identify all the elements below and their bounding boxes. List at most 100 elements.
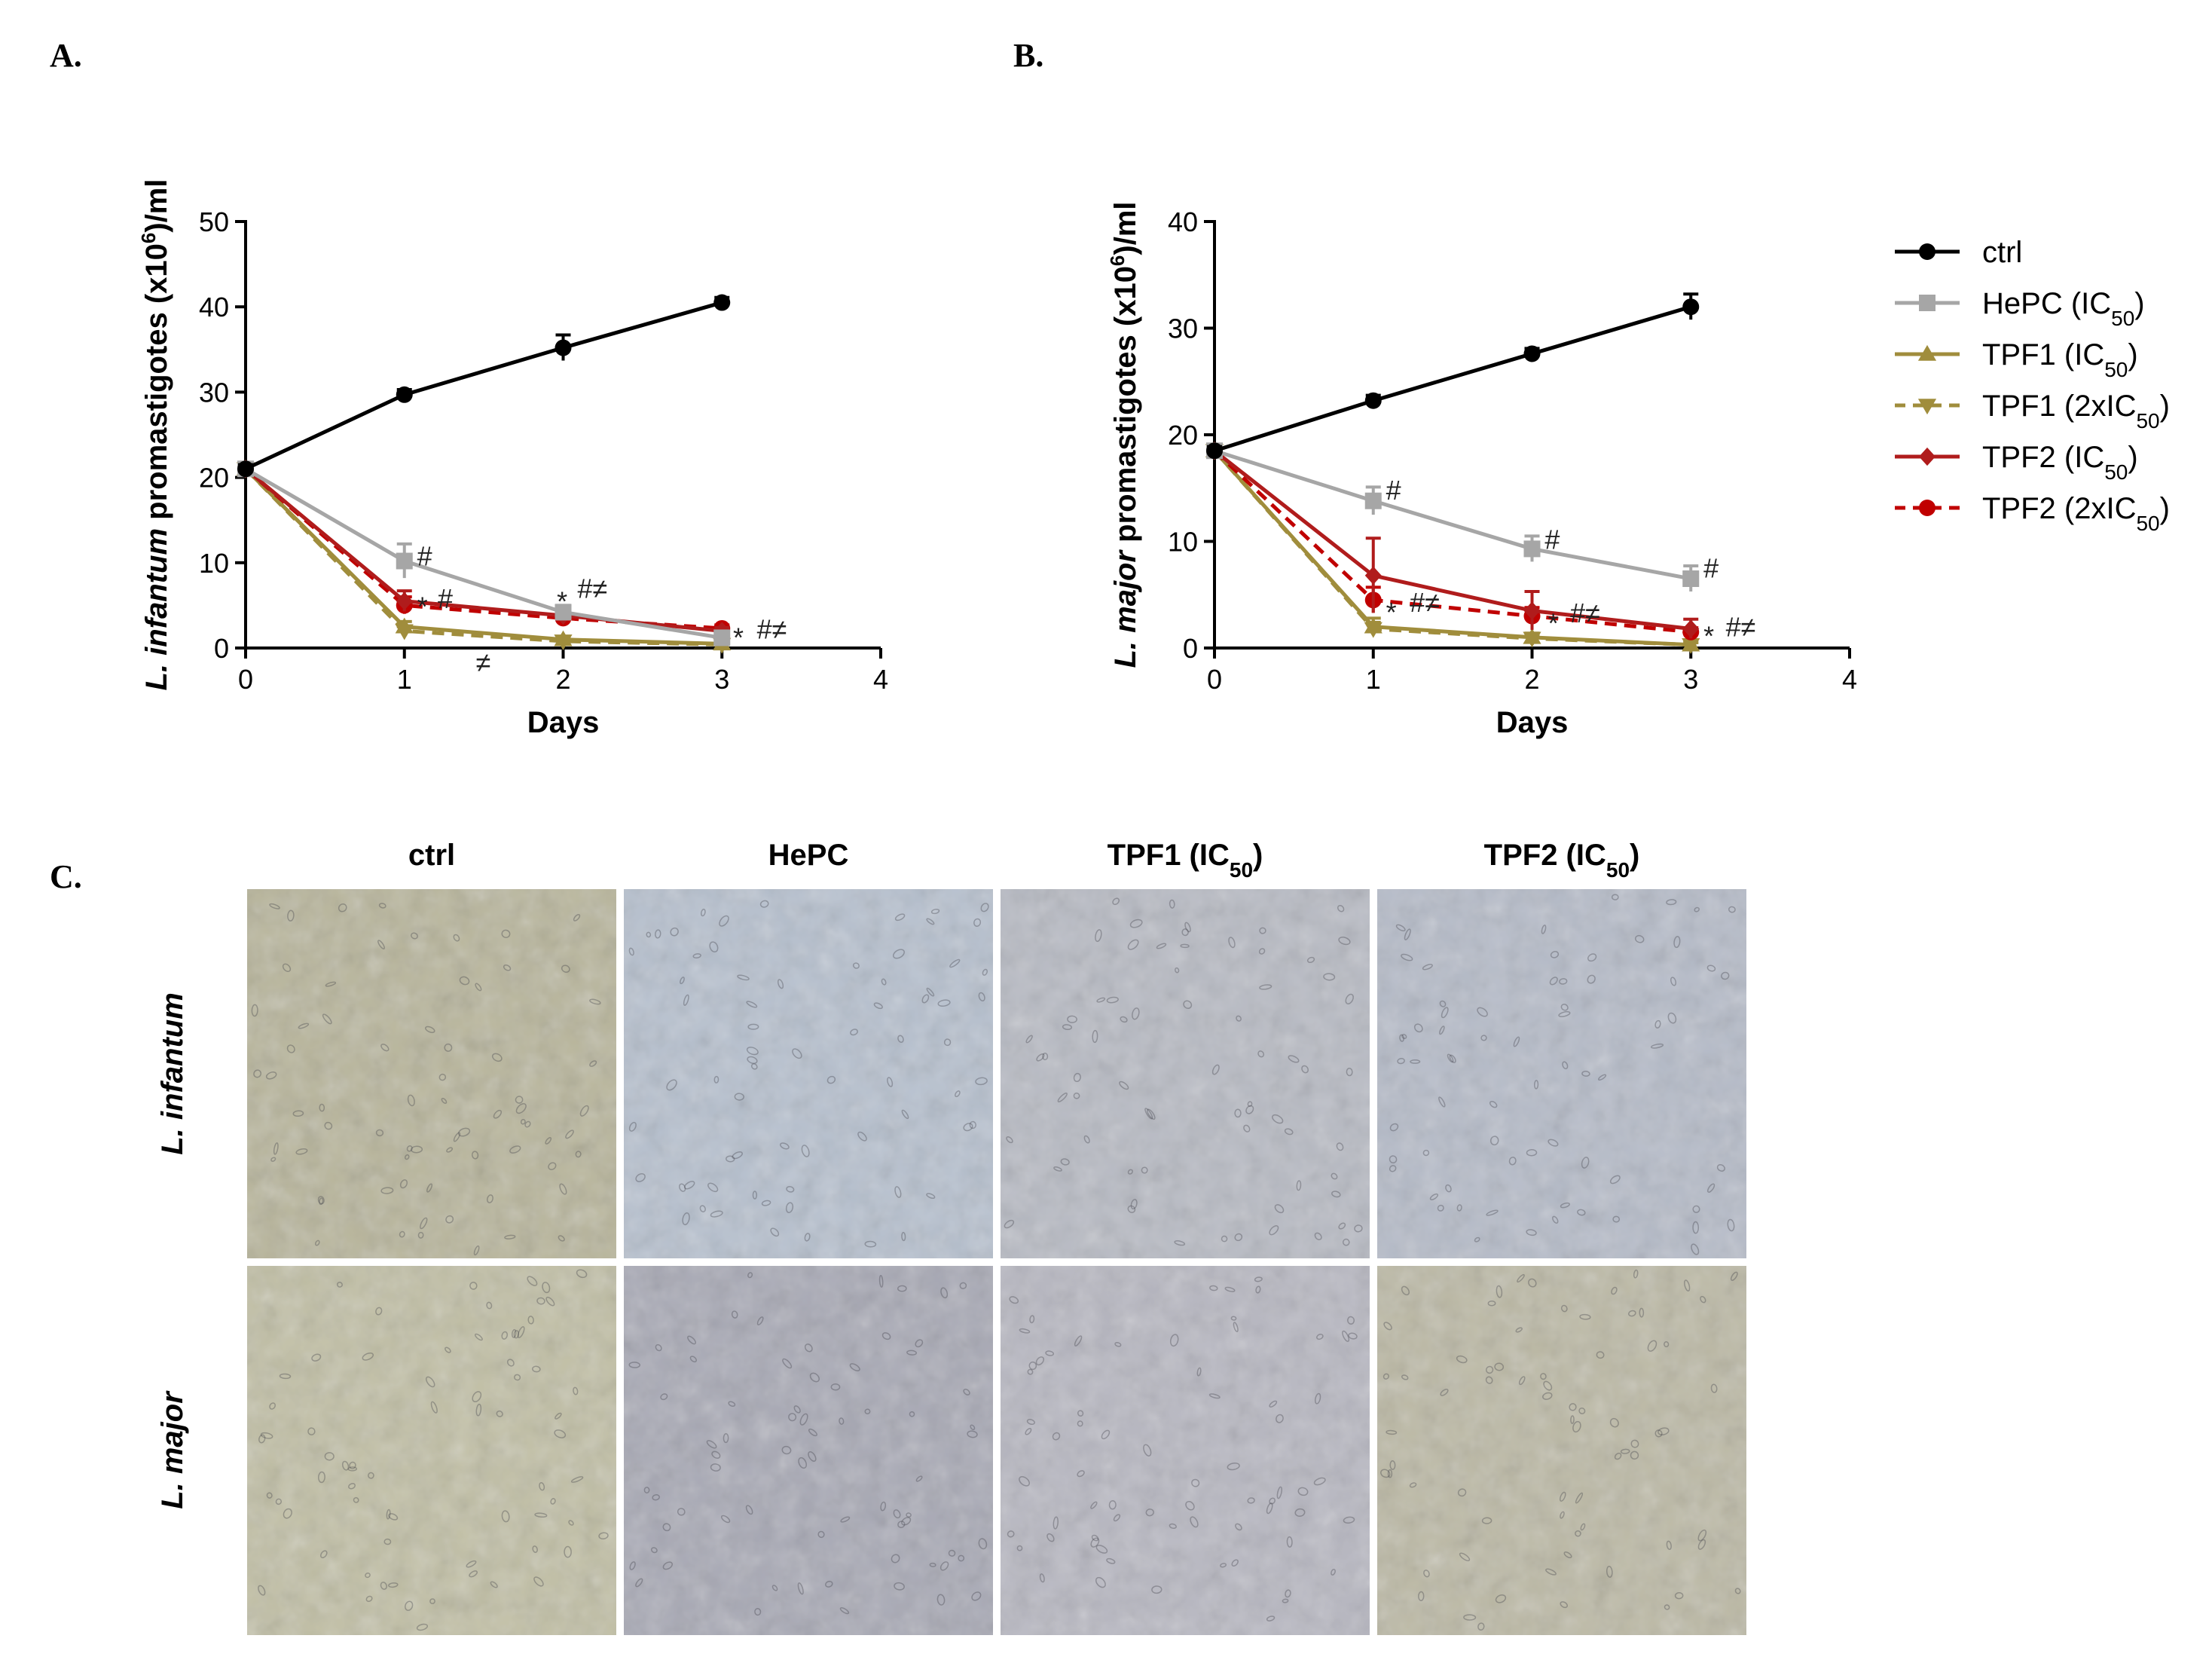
chart-b-line-tpf2 — [1213, 449, 1691, 631]
legend-label: TPF2 (IC50) — [1982, 441, 2138, 484]
legend-marker-tpf1x2 — [1917, 399, 1937, 415]
micrograph-image — [247, 889, 616, 1258]
legend-item-tpf1x2: TPF1 (2xIC50) — [1895, 390, 2170, 433]
chart-b-x-tick-label: 4 — [1842, 664, 1857, 695]
row-header: L. infantum — [156, 992, 189, 1155]
chart-a-line-tpf2 — [244, 467, 723, 633]
micrograph-image — [1001, 889, 1370, 1258]
legend-item-hepc: HePC (IC50) — [1895, 287, 2145, 330]
chart-b-point-ctrl — [1206, 442, 1223, 460]
chart-a-x-tick-label: 1 — [397, 664, 412, 695]
legend-label: TPF1 (2xIC50) — [1982, 390, 2170, 433]
chart-a-significance-mark: # — [438, 583, 453, 614]
chart-a-series-tpf2 — [237, 460, 731, 640]
micrograph-image — [624, 1266, 993, 1635]
legend-marker-tpf2 — [1919, 447, 1936, 466]
panel-label-c: C. — [50, 858, 82, 895]
chart-a-significance-mark: * — [557, 586, 567, 617]
micrograph-image — [1001, 1266, 1370, 1635]
chart-b-point-hepc — [1523, 540, 1541, 558]
chart-a-significance-mark: #≠ — [757, 614, 787, 645]
chart-b-x-tick-label: 2 — [1524, 664, 1539, 695]
micrograph-image — [624, 889, 993, 1258]
chart-a-y-tick-label: 20 — [199, 463, 229, 494]
legend-label: ctrl — [1982, 236, 2022, 269]
chart-b-significance-mark: #≠ — [1410, 587, 1440, 618]
chart-b-line-tpf1x2 — [1213, 449, 1691, 647]
micrograph-image — [1377, 1266, 1746, 1635]
chart-a-line-ctrl — [244, 301, 723, 471]
column-header: HePC — [768, 839, 849, 872]
chart-b-point-hepc — [1364, 492, 1382, 509]
panel-label-a: A. — [50, 37, 82, 74]
chart-a-point-ctrl — [237, 460, 254, 478]
chart-b-significance-mark: * — [1703, 620, 1714, 651]
chart-b-significance-mark: # — [1386, 475, 1401, 506]
chart-b-point-ctrl — [1364, 392, 1382, 409]
chart-a-significance-mark: # — [417, 540, 432, 571]
legend-item-ctrl: ctrl — [1895, 236, 2022, 269]
row-header: L. major — [156, 1390, 189, 1509]
chart-a-x-tick-label: 0 — [238, 664, 253, 695]
chart-a-x-tick-label: 4 — [873, 664, 888, 695]
chart-a-point-ctrl — [396, 386, 413, 403]
chart-b-x-tick-label: 1 — [1366, 664, 1381, 695]
chart-b-point-ctrl — [1682, 298, 1700, 316]
panel-label-b: B. — [1013, 37, 1043, 74]
chart-a-x-tick-label: 3 — [714, 664, 729, 695]
chart-a-y-label: L. infantum promastigotes (x106)/ml — [137, 179, 173, 690]
chart-a-point-hepc — [713, 629, 731, 647]
chart-a-x-label: Days — [527, 706, 600, 739]
chart-b-y-label: L. major promastigotes (x106)/ml — [1106, 201, 1142, 668]
micrograph-image — [247, 1266, 616, 1635]
legend-label: TPF2 (2xIC50) — [1982, 492, 2170, 535]
chart-b-x-label: Days — [1496, 706, 1569, 739]
chart-b-y-tick-label: 0 — [1183, 633, 1198, 664]
chart-a-series-tpf1 — [236, 460, 732, 651]
chart-a-point-hepc — [555, 604, 572, 621]
chart-a-line-hepc — [244, 467, 723, 640]
legend-item-tpf1: TPF1 (IC50) — [1895, 338, 2138, 381]
chart-a-significance-mark: ≠ — [476, 647, 491, 678]
chart-a-point-ctrl — [713, 294, 731, 311]
chart-a-line-tpf1 — [244, 467, 723, 646]
micrograph-grid: ctrl HePC TPF1 (IC50) TPF2 (IC50) L. infantu… — [156, 839, 1746, 1635]
micrograph-cells — [1007, 1276, 1358, 1622]
legend-marker-ctrl — [1919, 243, 1936, 260]
chart-a-series-tpf2x2 — [237, 460, 731, 637]
chart-b-line-tpf2x2 — [1213, 449, 1691, 634]
chart-a-line-tpf2x2 — [244, 467, 723, 631]
chart-b-point-tpf1 — [1523, 628, 1541, 644]
chart-a-x-tick-label: 2 — [555, 664, 570, 695]
chart-b-significance-mark: #≠ — [1570, 598, 1600, 628]
chart-b-point-tpf2 — [1364, 566, 1382, 585]
chart-a-point-tpf1 — [395, 617, 414, 634]
legend-label: HePC (IC50) — [1982, 287, 2145, 330]
chart-a-significance-mark: #≠ — [577, 573, 607, 604]
chart-b-x-tick-label: 0 — [1207, 664, 1222, 695]
micrograph-cells — [1004, 897, 1363, 1246]
chart-b-line-tpf1 — [1213, 449, 1691, 647]
chart-b-series-hepc — [1206, 442, 1700, 592]
chart-a-significance-mark: * — [733, 622, 744, 653]
column-header: ctrl — [408, 839, 455, 872]
column-header: TPF1 (IC50) — [1108, 839, 1263, 882]
legend-label: TPF1 (IC50) — [1982, 338, 2138, 381]
micrograph-cells — [628, 1272, 988, 1616]
chart-a-significance-mark: * — [417, 591, 428, 622]
chart-b-point-tpf2 — [1682, 619, 1700, 638]
chart-b-x-tick-label: 3 — [1683, 664, 1698, 695]
chart-b-point-ctrl — [1523, 345, 1541, 362]
chart-a-y-tick-label: 50 — [199, 206, 229, 237]
micrograph-cells — [1380, 1269, 1741, 1631]
chart-a-y-tick-label: 0 — [214, 633, 229, 664]
chart-a-y-tick-label: 40 — [199, 292, 229, 322]
micrograph-cells — [258, 1269, 609, 1631]
chart-b-line-ctrl — [1214, 304, 1691, 453]
chart-b-y-tick-label: 30 — [1168, 313, 1198, 344]
chart-a-point-hepc — [396, 552, 413, 570]
chart-b-significance-mark: * — [1386, 597, 1397, 628]
